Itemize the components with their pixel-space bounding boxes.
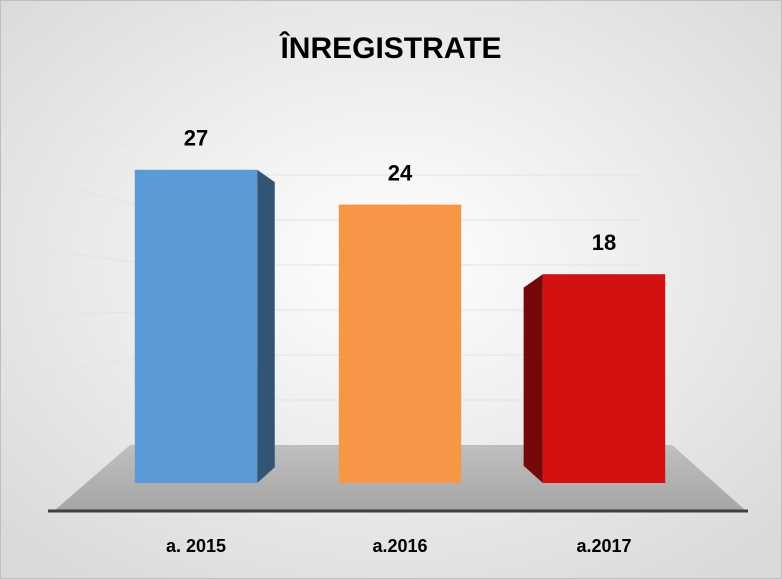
value-label: 24	[388, 160, 413, 185]
chart-title: ÎNREGISTRATE	[278, 31, 501, 65]
value-label: 27	[184, 126, 208, 151]
x-tick-label: a.2016	[372, 536, 427, 556]
x-tick-label: a.2017	[576, 536, 631, 556]
bar	[542, 274, 666, 483]
bar	[338, 204, 462, 483]
bar-side	[257, 169, 275, 484]
bar-side	[523, 274, 543, 483]
bar	[134, 169, 258, 484]
value-label: 18	[592, 230, 616, 255]
x-tick-label: a. 2015	[166, 536, 226, 556]
